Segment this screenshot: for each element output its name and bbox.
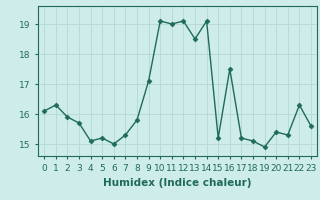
X-axis label: Humidex (Indice chaleur): Humidex (Indice chaleur)	[103, 178, 252, 188]
